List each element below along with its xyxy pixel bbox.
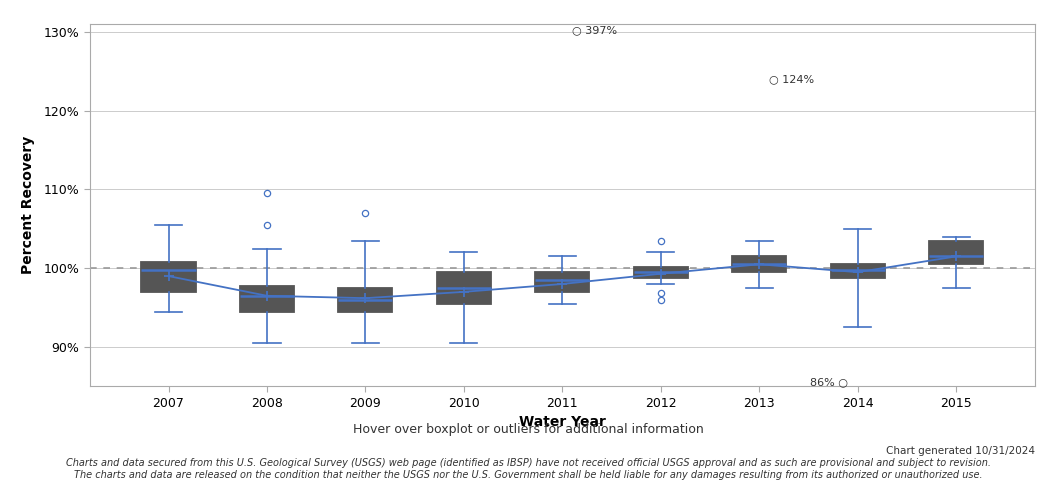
PathPatch shape <box>535 272 589 292</box>
Text: Charts and data secured from this U.S. Geological Survey (USGS) web page (identi: Charts and data secured from this U.S. G… <box>65 458 991 468</box>
Text: ○ 397%: ○ 397% <box>572 25 618 36</box>
PathPatch shape <box>240 286 294 312</box>
PathPatch shape <box>732 256 787 272</box>
PathPatch shape <box>338 288 393 312</box>
Text: 86% ○: 86% ○ <box>810 377 848 387</box>
PathPatch shape <box>142 262 195 292</box>
PathPatch shape <box>437 272 491 304</box>
Text: The charts and data are released on the condition that neither the USGS nor the : The charts and data are released on the … <box>74 470 982 480</box>
PathPatch shape <box>929 240 983 264</box>
Text: Chart generated 10/31/2024: Chart generated 10/31/2024 <box>886 446 1035 456</box>
Text: ○ 124%: ○ 124% <box>769 74 814 84</box>
PathPatch shape <box>831 264 885 278</box>
Y-axis label: Percent Recovery: Percent Recovery <box>21 136 35 275</box>
Text: Hover over boxplot or outliers for additional information: Hover over boxplot or outliers for addit… <box>353 423 703 436</box>
PathPatch shape <box>634 267 687 278</box>
X-axis label: Water Year: Water Year <box>518 415 606 430</box>
